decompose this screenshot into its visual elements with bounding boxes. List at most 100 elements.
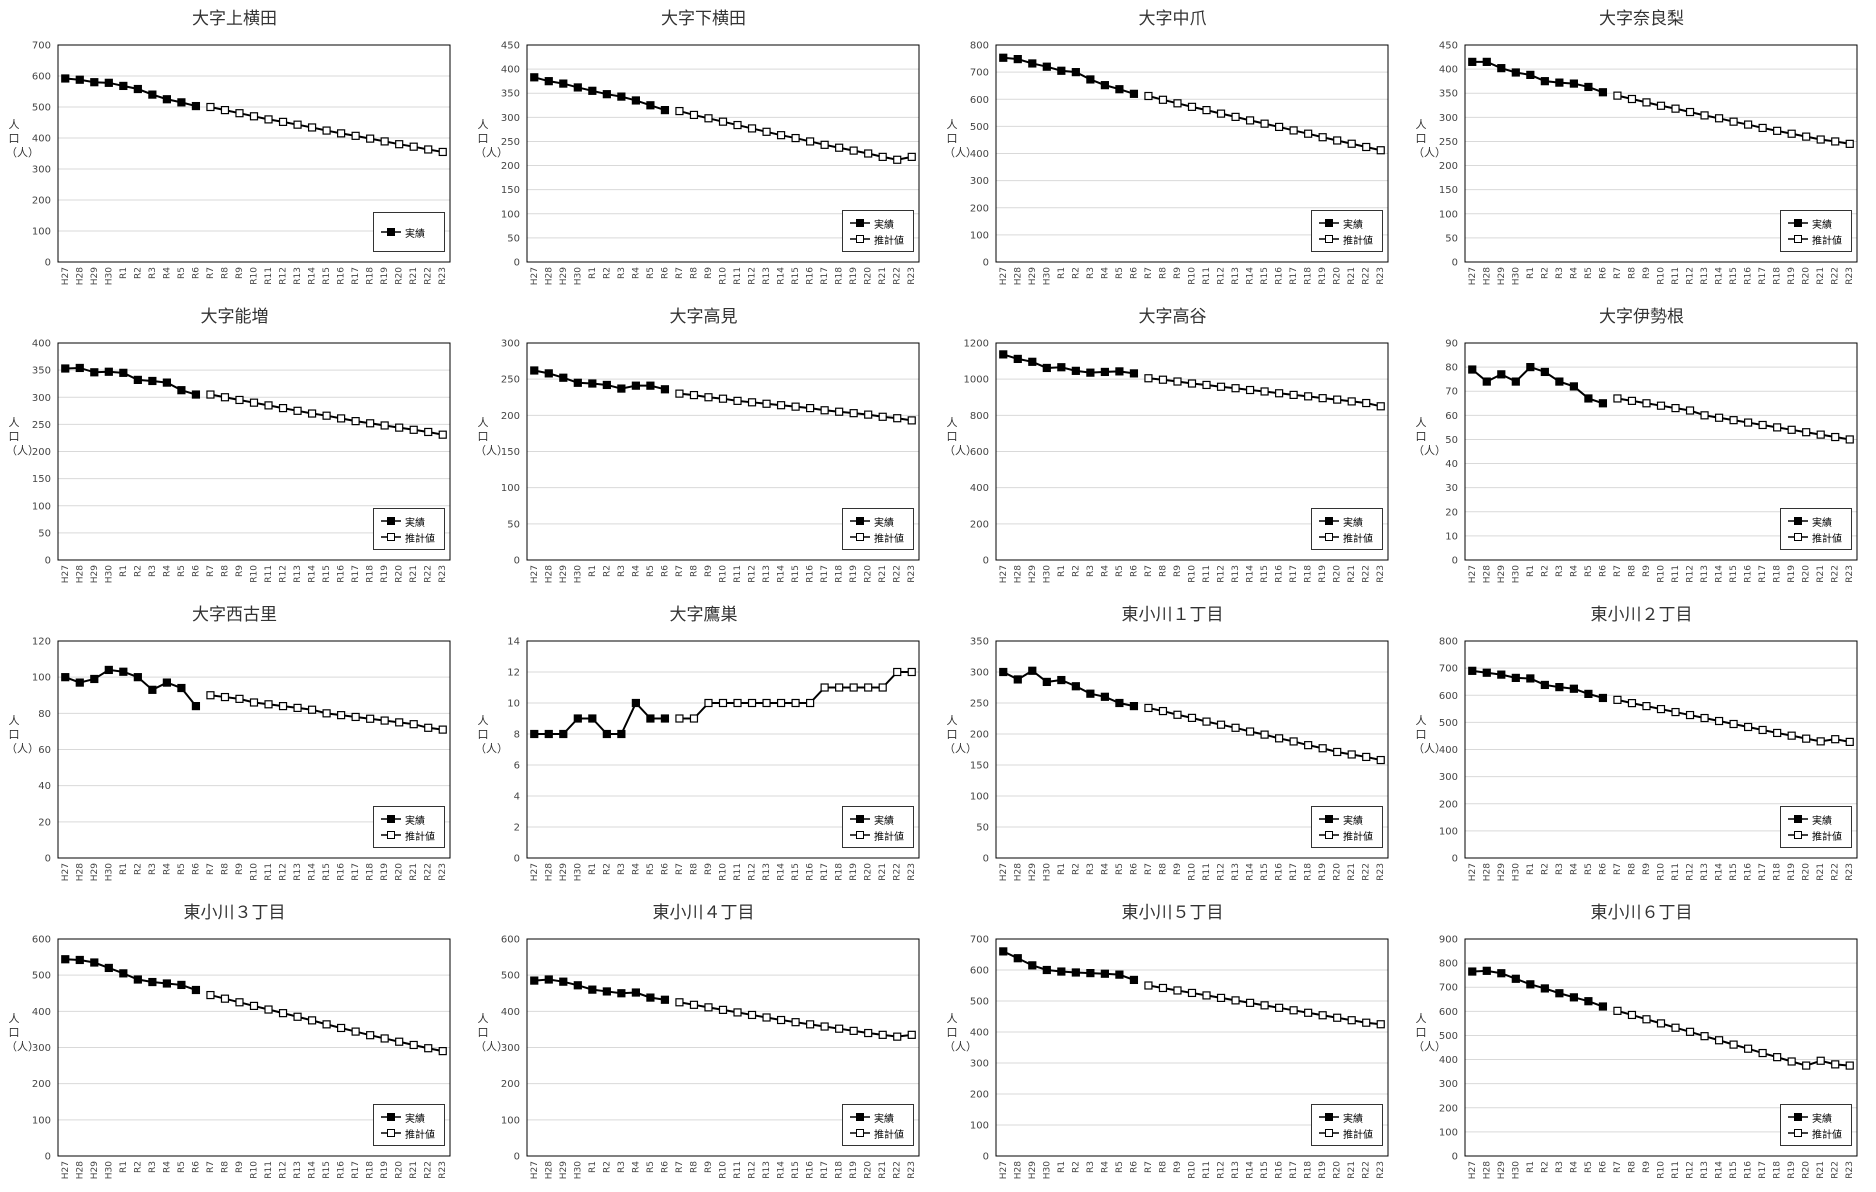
y-tick-label: 700	[970, 68, 989, 79]
plot-area	[1464, 44, 1858, 263]
x-tick-label: R20	[395, 565, 405, 583]
data-point-actual	[530, 73, 539, 82]
data-point-forecast	[1729, 117, 1738, 126]
x-tick-label: R5	[177, 1161, 187, 1173]
x-tick-label: H27	[61, 863, 71, 881]
x-tick-label: R3	[1086, 863, 1096, 875]
data-point-forecast	[1613, 91, 1622, 100]
y-tick-label: 800	[1439, 959, 1458, 970]
x-tick-label: R15	[322, 1161, 332, 1179]
legend-marker-filled-icon	[1319, 815, 1339, 823]
series-line-actual	[1002, 353, 1135, 375]
data-point-forecast	[1758, 1048, 1767, 1058]
data-point-actual	[177, 386, 186, 395]
x-tick-label: H28	[75, 863, 85, 881]
y-tick-label: 400	[501, 1007, 520, 1018]
x-tick-label: H27	[1468, 267, 1478, 285]
data-point-actual	[530, 976, 539, 985]
x-tick-label: R5	[1584, 267, 1594, 279]
x-tick-label: R12	[748, 565, 758, 583]
x-tick-label: R14	[777, 863, 787, 881]
data-point-actual	[191, 985, 201, 995]
legend-label: 推計値	[405, 831, 435, 843]
chart-panel: 大字能増 人口（人） 0 50 100 150 200 250 300 350 400 H27 H28 H…	[0, 298, 469, 596]
data-point-forecast	[878, 1030, 887, 1039]
legend-marker-open-icon	[381, 533, 401, 541]
legend-label: 実績	[1812, 517, 1832, 529]
data-point-forecast	[1714, 716, 1724, 726]
y-tick-label: 800	[970, 41, 989, 52]
data-point-actual	[617, 92, 626, 101]
data-point-forecast	[1202, 105, 1211, 115]
x-tick-label: R20	[1333, 1161, 1343, 1179]
x-tick-label: R18	[835, 267, 845, 285]
x-tick-label: R17	[820, 267, 830, 285]
legend-label: 推計値	[1343, 533, 1373, 545]
series-line-actual	[1002, 950, 1135, 981]
data-point-forecast	[675, 106, 684, 116]
series-line-actual	[65, 77, 197, 108]
x-tick-label: R10	[250, 565, 260, 583]
data-point-forecast	[337, 711, 346, 720]
y-tick-label: 200	[1439, 161, 1458, 172]
legend-label: 推計値	[405, 533, 435, 545]
legend-item-forecast: 推計値	[1787, 828, 1842, 843]
x-tick-label: R7	[675, 863, 685, 875]
x-tick-label: R11	[264, 1161, 274, 1179]
y-tick-label: 600	[970, 95, 989, 106]
data-point-actual	[573, 981, 582, 990]
data-point-forecast	[206, 990, 215, 1000]
y-tick-label: 80	[1445, 363, 1458, 374]
legend-item-forecast: 推計値	[849, 1126, 904, 1141]
x-tick-label: R19	[849, 863, 859, 881]
data-point-forecast	[249, 698, 259, 707]
x-tick-label: R21	[1816, 1161, 1826, 1179]
data-point-forecast	[1816, 737, 1825, 746]
x-tick-label: R10	[1657, 1161, 1667, 1179]
data-point-actual	[1042, 363, 1051, 373]
data-point-forecast	[366, 1031, 375, 1040]
x-tick-label: R17	[351, 863, 361, 881]
x-tick-label: R7	[675, 1161, 685, 1173]
data-point-forecast	[1685, 710, 1695, 720]
data-point-actual	[617, 729, 626, 739]
x-tick-label: R19	[1787, 267, 1797, 285]
legend-label: 推計値	[874, 533, 904, 545]
data-point-forecast	[1729, 1040, 1738, 1049]
data-point-forecast	[907, 1030, 916, 1039]
legend-marker-filled-icon	[1788, 815, 1808, 823]
x-tick-label: R22	[1362, 1161, 1372, 1179]
data-point-actual	[61, 74, 70, 83]
x-tick-label: R23	[438, 863, 448, 881]
y-tick-label: 200	[1439, 1103, 1458, 1114]
y-tick-label: 60	[38, 745, 51, 756]
chart-svg: 0 20 40 60 80 100 120 H27 H28 H29 H30 R1 R2 R3 R4 R5 R6 R…	[32, 637, 451, 881]
x-tick-label: R15	[1729, 565, 1739, 583]
x-tick-label: H28	[1013, 863, 1023, 881]
data-point-forecast	[1744, 1044, 1753, 1053]
y-tick-label: 300	[32, 393, 51, 404]
legend-item-forecast: 推計値	[849, 828, 904, 843]
x-tick-label: R4	[1100, 1161, 1110, 1173]
y-tick-label: 0	[983, 854, 989, 865]
data-point-forecast	[1773, 423, 1782, 432]
x-tick-label: R6	[1129, 1161, 1139, 1173]
x-tick-label: R1	[588, 565, 598, 577]
data-point-actual	[1526, 363, 1535, 372]
x-tick-label: R7	[206, 863, 216, 875]
x-tick-label: R17	[351, 267, 361, 285]
x-tick-label: R16	[1744, 863, 1754, 881]
data-point-actual	[559, 79, 568, 88]
data-point-actual	[1598, 693, 1608, 703]
legend-marker-open-icon	[850, 1129, 870, 1137]
x-tick-label: R8	[1158, 1161, 1168, 1173]
chart-panel: 大字高谷 人口（人） 0 200 400 600 800 1000 1200 H27 H28 H29 H…	[938, 298, 1407, 596]
y-tick-label: 400	[1439, 745, 1458, 756]
x-tick-label: R1	[588, 863, 598, 875]
data-point-forecast	[704, 698, 713, 708]
data-point-forecast	[806, 698, 815, 708]
y-tick-label: 700	[970, 935, 989, 946]
y-tick-label: 300	[501, 1043, 520, 1054]
y-tick-label: 700	[32, 41, 51, 52]
y-tick-label: 400	[501, 65, 520, 76]
